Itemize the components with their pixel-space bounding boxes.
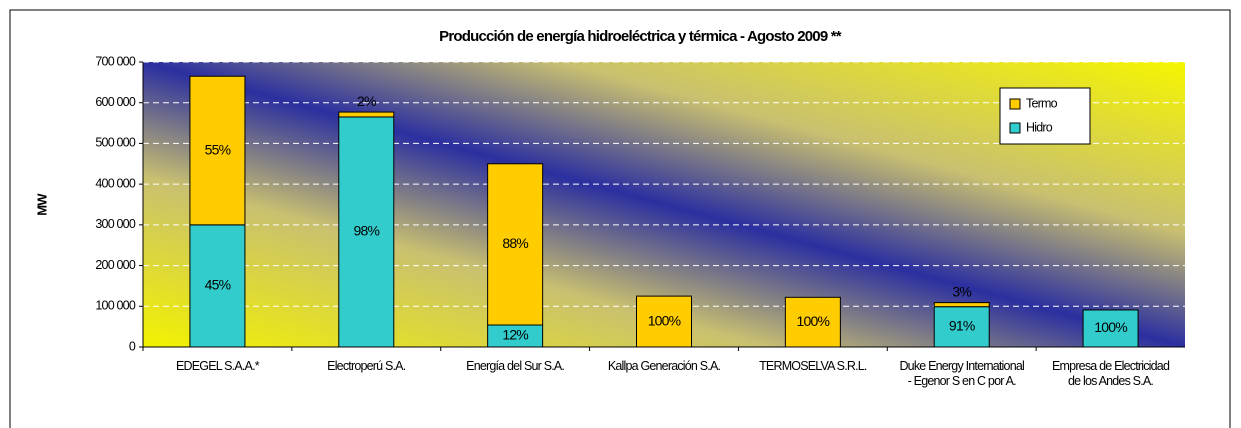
y-tick-label: 700 000	[95, 54, 135, 68]
y-tick-label: 0	[129, 339, 136, 353]
x-tick-label: Kallpa Generación S.A.	[608, 359, 721, 373]
data-label: 45%	[205, 277, 231, 293]
y-tick-label: 500 000	[95, 136, 135, 150]
y-tick-label: 200 000	[95, 258, 135, 272]
bar-segment	[338, 111, 395, 118]
data-label: 12%	[502, 327, 528, 343]
y-axis-label: MW	[34, 193, 49, 216]
x-tick-label: Electroperú S.A.	[327, 359, 406, 373]
data-label: 91%	[949, 318, 975, 334]
bar-segment	[784, 296, 841, 348]
y-tick-label: 400 000	[95, 176, 135, 190]
bar-segment	[933, 302, 990, 308]
bar-segment	[636, 295, 692, 348]
chart-title: Producción de energía hidroeléctrica y t…	[439, 28, 842, 45]
bar-segment	[338, 116, 395, 348]
data-label: 88%	[502, 235, 528, 251]
legend-label: Termo	[1026, 96, 1058, 110]
data-label: 2%	[357, 93, 376, 109]
data-label: 100%	[1094, 319, 1127, 335]
legend-label: Hidro	[1026, 120, 1053, 134]
legend-box	[999, 87, 1091, 145]
y-tick-label: 300 000	[95, 217, 135, 231]
data-label: 100%	[648, 312, 681, 328]
legend-swatch	[1009, 122, 1021, 134]
legend-swatch	[1009, 98, 1021, 110]
x-tick-label: Empresa de Electricidad de los Andes S.A.	[1052, 359, 1170, 388]
data-label: 100%	[797, 313, 830, 329]
y-tick-label: 100 000	[95, 299, 135, 313]
bar-segment	[189, 224, 246, 348]
data-label: 55%	[205, 141, 231, 157]
bar-segment	[487, 163, 544, 326]
bar-segment	[189, 75, 246, 226]
x-tick-label: EDEGEL S.A.A.*	[176, 359, 260, 373]
bar-segment	[1082, 309, 1139, 348]
bar-segment	[933, 306, 990, 348]
data-label: 3%	[952, 283, 971, 299]
y-tick-label: 600 000	[95, 95, 135, 109]
x-tick-label: Energía del Sur S.A.	[466, 359, 564, 373]
x-tick-label: TERMOSELVA S.R.L.	[759, 359, 867, 373]
data-label: 98%	[353, 223, 379, 239]
x-tick-label: Duke Energy International - Egenor S en C…	[899, 359, 1024, 388]
